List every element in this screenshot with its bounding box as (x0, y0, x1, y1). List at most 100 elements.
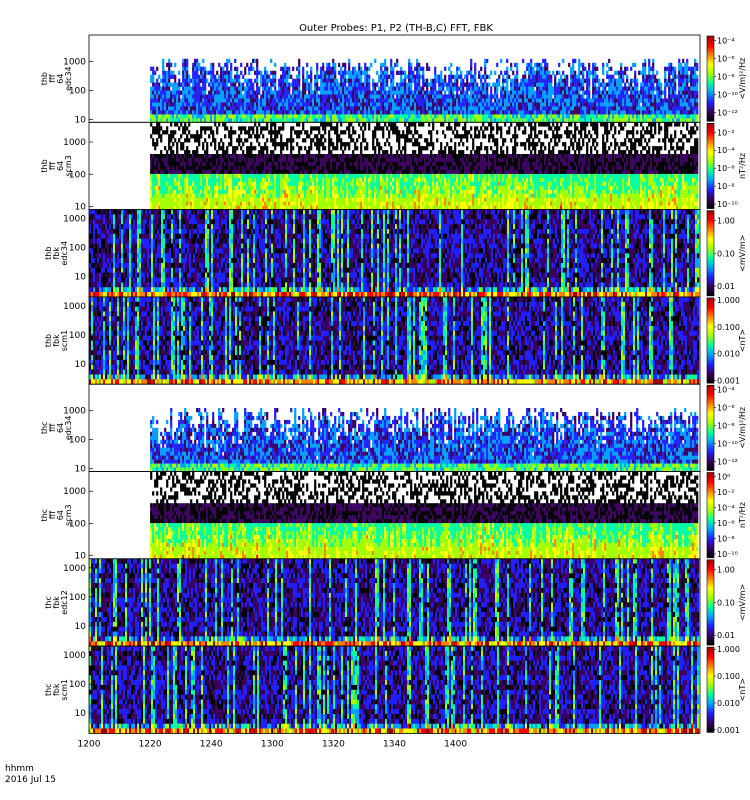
y-tick-label: 10 (75, 622, 87, 632)
colorbar-tick-label: 10⁻¹² (717, 458, 738, 467)
panel-6: 10 100 1000 thc fff 64 scm3 10⁰ 10⁻² 10⁻⁴ 10⁻⁶ 10⁻⁸… (40, 471, 747, 562)
y-tick-label: 1000 (63, 407, 86, 417)
panel-ylabel: thb fbk scm1 (44, 330, 69, 351)
svg-text:64: 64 (56, 74, 65, 84)
y-tick-label: 1000 (63, 564, 86, 574)
y-tick-label: 100 (69, 436, 86, 446)
colorbar-tick-label: 0.10 (717, 249, 735, 258)
colorbar (706, 123, 715, 209)
colorbar-tick-label: 0.10 (717, 598, 735, 607)
colorbar-tick-label: 10⁻⁶ (717, 519, 735, 528)
heatmap-8 (89, 646, 700, 734)
panel-8: 10 100 1000 thc fbk scm1 1.000 0.100 0.010 0.001 <… (44, 645, 747, 735)
colorbar-label: nT²/Hz (738, 502, 747, 528)
panel-ylabel: thb fbk edc34 (44, 241, 69, 266)
x-axis: 1200 1220 1240 1300 1320 1340 1400 (78, 729, 467, 749)
x-tick-label: 1400 (444, 739, 467, 749)
colorbar-label: nT²/Hz (738, 153, 747, 179)
svg-text:thb: thb (40, 72, 49, 85)
colorbar-tick-label: 0.01 (717, 282, 735, 291)
colorbar-tick-label: 10⁻⁴ (717, 503, 735, 512)
colorbar-tick-label: 0.100 (717, 672, 740, 681)
colorbar-label: <mV/m> (738, 235, 747, 272)
panel-ylabel: thc fff 64 edc34 (40, 416, 73, 441)
y-tick-label: 10 (75, 115, 87, 125)
heatmap-4 (89, 296, 700, 385)
colorbar-tick-label: 10⁻¹⁰ (717, 550, 738, 559)
x-axis-caption-time: hhmm (5, 764, 34, 774)
x-axis-caption-date: 2016 Jul 15 (5, 775, 56, 785)
colorbar-tick-label: 0.010 (717, 350, 740, 359)
panel-2: 10 100 1000 thb fff 64 scm3 10⁻² 10⁻⁴ 10⁻⁶ 10⁻⁸ 10⁻… (40, 121, 747, 212)
colorbar-tick-label: 10⁻⁸ (717, 534, 735, 543)
colorbar (706, 472, 715, 559)
heatmap-5 (150, 408, 699, 472)
panel-ylabel: thc fbk edc12 (44, 590, 69, 615)
y-tick-label: 10 (75, 709, 87, 719)
heatmap-7 (89, 558, 700, 647)
heatmap-2 (150, 122, 699, 210)
colorbar-tick-label: 10⁻⁸ (717, 72, 735, 81)
colorbar-tick-label: 10⁻⁸ (717, 422, 735, 431)
colorbar-label: <V/m)²/Hz (738, 407, 747, 449)
colorbar-tick-label: 10⁻¹² (717, 108, 738, 117)
panel-3: 10 100 1000 thb fbk edc34 1.00 0.10 0.01 <mV/m> (44, 209, 747, 298)
y-tick-label: 100 (69, 244, 86, 254)
colorbar-tick-label: 10⁻⁶ (717, 54, 735, 63)
panel-ylabel: thc fbk scm1 (44, 679, 69, 700)
y-tick-label: 1000 (63, 487, 86, 497)
colorbar-tick-label: 1.000 (717, 645, 740, 654)
colorbar-tick-label: 10⁻² (717, 128, 735, 137)
heatmap-6 (150, 471, 699, 560)
colorbar (706, 384, 715, 471)
colorbar-tick-label: 10⁻⁴ (717, 386, 735, 395)
y-tick-label: 100 (69, 680, 86, 690)
panel-ylabel: thb fff 64 edc34 (40, 66, 73, 91)
colorbar-label: <nT> (738, 678, 747, 701)
colorbar-tick-label: 10⁻⁶ (717, 404, 735, 413)
x-tick-label: 1200 (78, 739, 101, 749)
colorbar-tick-label: 10⁻¹⁰ (717, 200, 738, 209)
x-tick-label: 1220 (139, 739, 162, 749)
x-tick-label: 1300 (261, 739, 284, 749)
colorbar-tick-label: 0.001 (717, 377, 740, 386)
colorbar-label: <V/m)²/Hz (738, 58, 747, 100)
colorbar (706, 35, 715, 122)
colorbar-tick-label: 10⁻² (717, 488, 735, 497)
colorbar (706, 559, 715, 646)
colorbar-tick-label: 10⁻⁶ (717, 164, 735, 173)
colorbar-tick-label: 1.00 (717, 566, 735, 575)
svg-text:edc34: edc34 (64, 66, 73, 91)
colorbar-tick-label: 0.01 (717, 631, 735, 640)
heatmap-1 (150, 58, 699, 123)
x-tick-label: 1340 (383, 739, 406, 749)
heatmap-3 (89, 209, 700, 298)
colorbar-tick-label: 0.010 (717, 699, 740, 708)
colorbar-tick-label: 10⁰ (717, 472, 730, 481)
colorbar-tick-label: 0.001 (717, 726, 740, 735)
y-tick-label: 100 (69, 86, 86, 96)
colorbar-tick-label: 10⁻⁴ (717, 36, 735, 45)
y-tick-label: 100 (69, 593, 86, 603)
panel-ylabel: thb fff 64 scm3 (40, 155, 73, 176)
colorbar-label: <mV/m> (738, 584, 747, 621)
y-tick-label: 1000 (63, 138, 86, 148)
y-tick-label: 1000 (63, 651, 86, 661)
colorbar-tick-label: 1.00 (717, 216, 735, 225)
y-tick-label: 10 (75, 465, 87, 475)
colorbar-tick-label: 10⁻⁴ (717, 146, 735, 155)
y-tick-label: 1000 (63, 302, 86, 312)
y-tick-label: 100 (69, 170, 86, 180)
panel-4: 10 100 1000 thb fbk scm1 1.000 0.100 0.010 0.001 <… (44, 296, 747, 386)
colorbar (706, 297, 715, 384)
colorbar-tick-label: 0.100 (717, 323, 740, 332)
y-tick-label: 10 (75, 552, 87, 562)
y-tick-label: 10 (75, 273, 87, 283)
x-tick-label: 1320 (322, 739, 345, 749)
x-tick-label: 1240 (200, 739, 223, 749)
colorbar (706, 646, 715, 733)
y-tick-label: 1000 (63, 57, 86, 67)
